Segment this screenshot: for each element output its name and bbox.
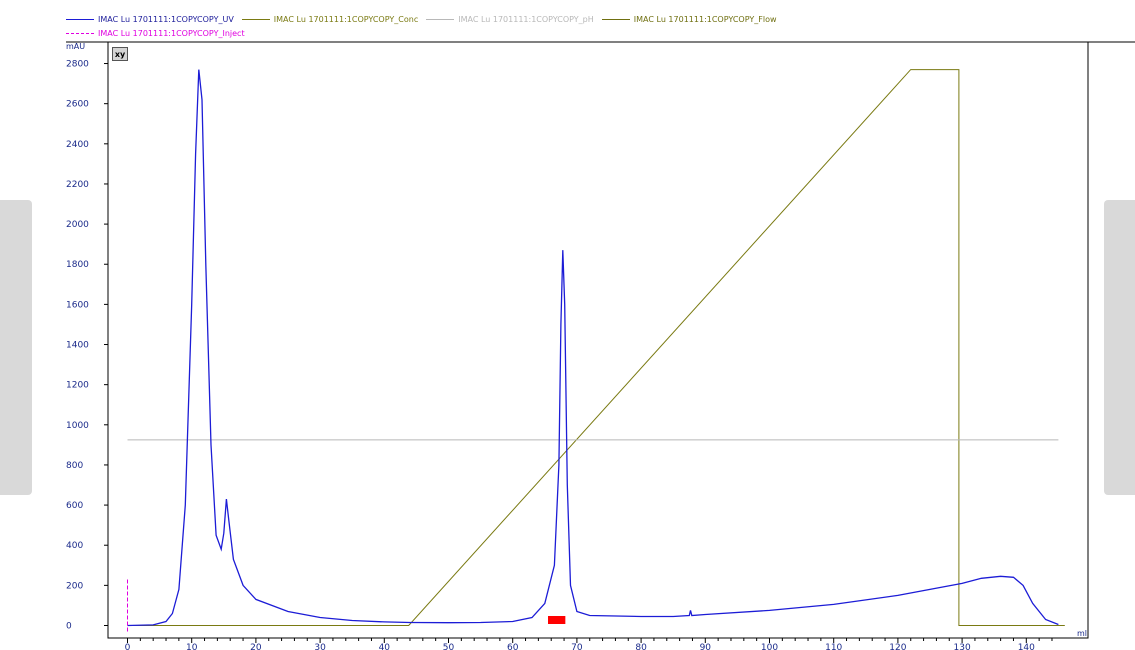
- legend-label: IMAC Lu 1701111:1COPYCOPY_UV: [98, 14, 234, 24]
- x-tick-label: 70: [571, 643, 583, 650]
- y-tick-label: 1400: [66, 341, 89, 351]
- x-tick-label: 120: [889, 643, 906, 650]
- axes: 0200400600800100012001400160018002000220…: [66, 60, 1053, 650]
- y-tick-label: 1800: [66, 260, 89, 270]
- y-tick-label: 2400: [66, 140, 89, 150]
- legend-swatch: [66, 18, 94, 20]
- series-layer: [127, 69, 1065, 632]
- legend-item: IMAC Lu 1701111:1COPYCOPY_Flow: [601, 14, 777, 24]
- legend-row-1: IMAC Lu 1701111:1COPYCOPY_UV IMAC Lu 1701…: [66, 14, 785, 24]
- y-tick-label: 1600: [66, 300, 89, 310]
- legend-item: IMAC Lu 1701111:1COPYCOPY_pH: [426, 15, 594, 24]
- fraction-mark: [548, 616, 566, 624]
- xy-toggle-button[interactable]: xy: [112, 47, 128, 61]
- legend-swatch: [601, 18, 630, 20]
- left-edge-mark: [0, 200, 32, 495]
- legend-item: IMAC Lu 1701111:1COPYCOPY_Conc: [241, 14, 419, 24]
- legend-label: IMAC Lu 1701111:1COPYCOPY_Inject: [98, 28, 245, 38]
- series-line-conc: [127, 69, 1065, 626]
- y-tick-label: 200: [66, 581, 83, 591]
- legend-swatch: [426, 18, 455, 20]
- x-axis-unit: ml: [1077, 629, 1087, 638]
- legend-row-2: IMAC Lu 1701111:1COPYCOPY_Inject: [66, 28, 253, 38]
- plot-frame: [107, 41, 1089, 639]
- legend-swatch: [66, 32, 94, 34]
- x-tick-label: 10: [186, 643, 198, 650]
- series-line-uv: [127, 69, 1059, 627]
- legend-swatch: [241, 18, 270, 20]
- y-tick-label: 0: [66, 622, 72, 632]
- y-tick-label: 2800: [66, 60, 89, 70]
- x-tick-label: 140: [1018, 643, 1035, 650]
- legend-item: IMAC Lu 1701111:1COPYCOPY_Inject: [66, 29, 245, 38]
- legend-item: IMAC Lu 1701111:1COPYCOPY_UV: [66, 15, 234, 24]
- y-tick-label: 400: [66, 541, 83, 551]
- y-tick-label: 600: [66, 501, 83, 511]
- x-tick-label: 50: [443, 643, 455, 650]
- right-edge-mark: [1104, 200, 1135, 495]
- legend-label: IMAC Lu 1701111:1COPYCOPY_Flow: [633, 14, 777, 24]
- x-tick-label: 40: [379, 643, 391, 650]
- x-tick-label: 90: [700, 643, 712, 650]
- x-tick-label: 60: [507, 643, 519, 650]
- y-tick-label: 1200: [66, 381, 89, 391]
- y-tick-label: 2200: [66, 180, 89, 190]
- y-tick-label: 1000: [66, 421, 89, 431]
- x-tick-label: 20: [250, 643, 262, 650]
- legend-label: IMAC Lu 1701111:1COPYCOPY_Conc: [273, 14, 419, 24]
- legend-label: IMAC Lu 1701111:1COPYCOPY_pH: [458, 14, 594, 24]
- x-tick-label: 100: [761, 643, 778, 650]
- x-tick-label: 30: [314, 643, 326, 650]
- fraction-marks: [548, 616, 566, 624]
- x-tick-label: 80: [635, 643, 647, 650]
- y-tick-label: 2000: [66, 220, 89, 230]
- y-tick-label: 800: [66, 461, 83, 471]
- x-tick-label: 110: [825, 643, 842, 650]
- y-axis-unit: mAU: [66, 42, 85, 51]
- y-tick-label: 2600: [66, 100, 89, 110]
- x-tick-label: 130: [954, 643, 971, 650]
- x-tick-label: 0: [125, 643, 131, 650]
